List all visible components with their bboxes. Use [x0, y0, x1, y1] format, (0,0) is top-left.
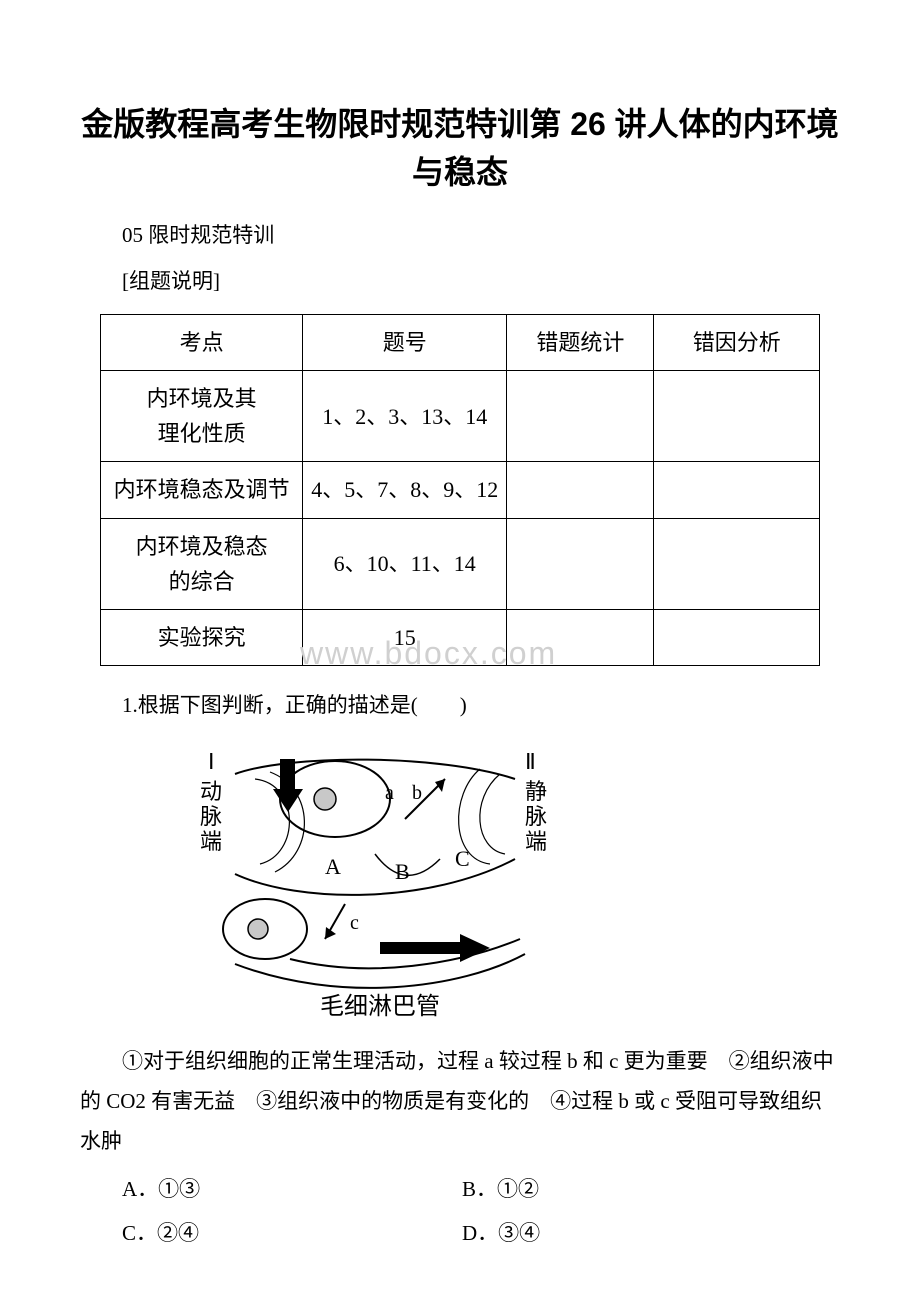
cell: 实验探究: [101, 609, 303, 665]
label-A: A: [325, 854, 341, 879]
label-I: Ⅰ: [208, 749, 215, 774]
q1-statements: ①对于组织细胞的正常生理活动，过程 a 较过程 b 和 c 更为重要 ②组织液中…: [80, 1042, 840, 1162]
subheader: 05 限时规范特训: [80, 216, 840, 256]
cell: 15: [303, 609, 507, 665]
option-A: A．①③: [122, 1168, 462, 1210]
col-header: 错题统计: [507, 314, 654, 370]
table-row: 内环境及其 理化性质 1、2、3、13、14: [101, 370, 820, 461]
label-b: b: [412, 782, 422, 804]
option-D: D．③④: [462, 1212, 540, 1254]
table-row: 实验探究 15: [101, 609, 820, 665]
label-B: B: [395, 859, 410, 884]
option-C: C．②④: [122, 1212, 462, 1254]
cell: [507, 462, 654, 518]
label-vein: 静: [525, 779, 547, 804]
page-title: 金版教程高考生物限时规范特训第 26 讲人体的内环境与稳态: [80, 100, 840, 196]
lymph-bottom: [235, 954, 525, 988]
col-header: 错因分析: [654, 314, 820, 370]
cell: 内环境及稳态 的综合: [101, 518, 303, 609]
capillary-bottom: [235, 859, 515, 895]
q1-options: A．①③ B．①② C．②④ D．③④: [122, 1168, 840, 1254]
label-C: C: [455, 846, 470, 871]
cell: [507, 370, 654, 461]
group-label: [组题说明]: [80, 262, 840, 302]
label-artery: 脉: [200, 804, 222, 829]
label-c: c: [350, 912, 359, 934]
cell-nucleus: [314, 788, 336, 810]
cell: [507, 609, 654, 665]
cell: 1、2、3、13、14: [303, 370, 507, 461]
topic-table-wrap: 考点 题号 错题统计 错因分析 内环境及其 理化性质 1、2、3、13、14 内…: [80, 314, 840, 666]
option-B: B．①②: [462, 1168, 539, 1210]
cell: [654, 518, 820, 609]
q1-diagram: Ⅰ 动 脉 端 Ⅱ 静 脉 端 a b: [180, 744, 840, 1024]
label-vein: 端: [525, 829, 547, 854]
arrow-lymph-flow: [380, 934, 490, 962]
cell: [654, 462, 820, 518]
table-row: 内环境稳态及调节 4、5、7、8、9、12: [101, 462, 820, 518]
label-vein: 脉: [525, 804, 547, 829]
arrow-b-head: [435, 779, 445, 792]
label-a: a: [385, 782, 394, 804]
arrow-a: [273, 759, 303, 812]
cell-nucleus: [248, 919, 268, 939]
cell: 4、5、7、8、9、12: [303, 462, 507, 518]
cell: 内环境稳态及调节: [101, 462, 303, 518]
cell: [507, 518, 654, 609]
label-artery: 动: [200, 779, 222, 804]
table-row: 内环境及稳态 的综合 6、10、11、14: [101, 518, 820, 609]
cell: 6、10、11、14: [303, 518, 507, 609]
col-header: 题号: [303, 314, 507, 370]
cell: 内环境及其 理化性质: [101, 370, 303, 461]
col-header: 考点: [101, 314, 303, 370]
label-II: Ⅱ: [525, 749, 536, 774]
q1-stem: 1.根据下图判断，正确的描述是( ): [80, 686, 840, 726]
cell: [654, 370, 820, 461]
topic-table: 考点 题号 错题统计 错因分析 内环境及其 理化性质 1、2、3、13、14 内…: [100, 314, 820, 666]
cell: [654, 609, 820, 665]
vessel-line: [480, 774, 505, 854]
table-header-row: 考点 题号 错题统计 错因分析: [101, 314, 820, 370]
label-lymph: 毛细淋巴管: [320, 993, 440, 1020]
label-artery: 端: [200, 829, 222, 854]
